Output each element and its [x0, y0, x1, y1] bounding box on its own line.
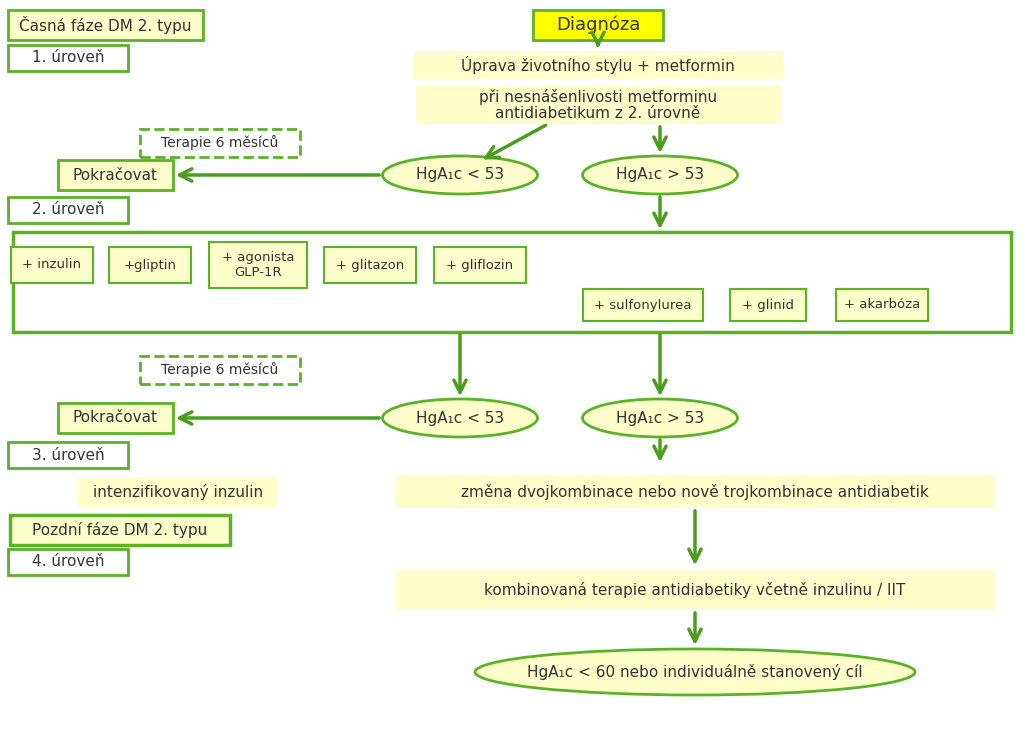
- Text: změna dvojkombinace nebo nově trojkombinace antidiabetik: změna dvojkombinace nebo nově trojkombin…: [461, 484, 929, 500]
- Bar: [836, 289, 928, 321]
- Text: + glitazon: + glitazon: [336, 258, 404, 272]
- Bar: [7, 10, 203, 40]
- Text: HgA₁c < 53: HgA₁c < 53: [416, 410, 504, 425]
- Text: Terapie 6 měsíců: Terapie 6 měsíců: [162, 136, 279, 151]
- Text: + agonista
GLP-1R: + agonista GLP-1R: [222, 251, 294, 279]
- Text: antidiabetikum z 2. úrovně: antidiabetikum z 2. úrovně: [496, 105, 700, 120]
- Ellipse shape: [583, 399, 737, 437]
- Bar: [8, 197, 128, 223]
- Bar: [434, 247, 526, 283]
- Ellipse shape: [383, 156, 538, 194]
- Text: 3. úroveň: 3. úroveň: [32, 447, 104, 462]
- Text: Diagnóza: Diagnóza: [556, 16, 640, 34]
- Text: 1. úroveň: 1. úroveň: [32, 50, 104, 65]
- Text: + gliflozin: + gliflozin: [446, 258, 514, 272]
- Bar: [8, 549, 128, 575]
- Ellipse shape: [383, 399, 538, 437]
- Text: HgA₁c < 60 nebo individuálně stanovený cíl: HgA₁c < 60 nebo individuálně stanovený c…: [527, 664, 863, 680]
- Bar: [109, 247, 191, 283]
- Text: kombinovaná terapie antidiabetiky včetně inzulinu / IIT: kombinovaná terapie antidiabetiky včetně…: [484, 582, 905, 598]
- Bar: [416, 86, 780, 124]
- Text: + glinid: + glinid: [742, 298, 794, 312]
- Bar: [395, 476, 995, 508]
- Text: Časná fáze DM 2. typu: Časná fáze DM 2. typu: [18, 16, 191, 34]
- Bar: [11, 247, 93, 283]
- Bar: [395, 570, 995, 610]
- Bar: [583, 289, 703, 321]
- Bar: [78, 477, 278, 507]
- Text: +gliptin: +gliptin: [124, 258, 176, 272]
- Bar: [8, 45, 128, 71]
- Text: HgA₁c > 53: HgA₁c > 53: [616, 168, 705, 183]
- Text: při nesnášenlivosti metforminu: při nesnášenlivosti metforminu: [479, 89, 717, 105]
- Text: HgA₁c < 53: HgA₁c < 53: [416, 168, 504, 183]
- Bar: [413, 51, 783, 79]
- Bar: [13, 232, 1011, 332]
- Bar: [730, 289, 806, 321]
- Text: Pokračovat: Pokračovat: [73, 168, 158, 183]
- Bar: [140, 356, 300, 384]
- Bar: [57, 160, 172, 190]
- Bar: [209, 242, 307, 288]
- Ellipse shape: [583, 156, 737, 194]
- Bar: [324, 247, 416, 283]
- Text: intenzifikovaný inzulin: intenzifikovaný inzulin: [93, 484, 263, 500]
- Text: Terapie 6 měsíců: Terapie 6 měsíců: [162, 363, 279, 378]
- Text: Úprava životního stylu + metformin: Úprava životního stylu + metformin: [461, 56, 735, 74]
- Bar: [10, 515, 230, 545]
- Text: + sulfonylurea: + sulfonylurea: [594, 298, 692, 312]
- Text: Pokračovat: Pokračovat: [73, 410, 158, 425]
- Ellipse shape: [475, 649, 915, 695]
- Bar: [140, 129, 300, 157]
- Text: 4. úroveň: 4. úroveň: [32, 554, 104, 570]
- Bar: [57, 403, 172, 433]
- Text: Pozdní fáze DM 2. typu: Pozdní fáze DM 2. typu: [33, 522, 208, 538]
- Text: + inzulin: + inzulin: [23, 258, 82, 272]
- Bar: [534, 10, 663, 40]
- Text: HgA₁c > 53: HgA₁c > 53: [616, 410, 705, 425]
- Bar: [8, 442, 128, 468]
- Text: 2. úroveň: 2. úroveň: [32, 203, 104, 217]
- Text: + akarbóza: + akarbóza: [844, 298, 921, 312]
